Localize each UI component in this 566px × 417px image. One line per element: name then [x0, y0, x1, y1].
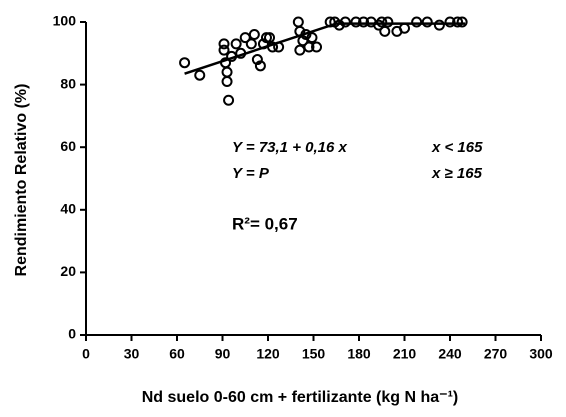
point — [433, 19, 445, 31]
point — [333, 19, 345, 31]
x-tick-label: 120 — [256, 346, 280, 362]
point — [221, 66, 233, 78]
point — [300, 29, 312, 41]
y-tick-label: 80 — [60, 75, 76, 91]
point — [373, 19, 385, 31]
x-tick-label: 60 — [169, 346, 185, 362]
point — [245, 38, 257, 50]
point — [248, 29, 260, 41]
point — [239, 32, 251, 44]
point — [411, 16, 423, 28]
point — [223, 94, 235, 106]
x-tick-label: 150 — [302, 346, 326, 362]
point — [264, 32, 276, 44]
point — [297, 35, 309, 47]
point — [379, 25, 391, 37]
point — [339, 16, 351, 28]
point — [444, 16, 456, 28]
point — [179, 57, 191, 69]
x-tick-label: 240 — [438, 346, 462, 362]
point — [303, 41, 315, 53]
point — [267, 41, 279, 53]
annotation: R²= 0,67 — [232, 214, 298, 233]
annotation: Y = 73,1 + 0,16 x — [232, 139, 347, 156]
point — [399, 22, 410, 34]
point — [376, 16, 388, 28]
annotation: x < 165 — [431, 139, 483, 156]
point — [294, 44, 306, 56]
x-axis-label: Nd suelo 0-60 cm + fertilizante (kg N ha… — [142, 389, 459, 406]
point — [311, 41, 323, 53]
point — [456, 16, 468, 28]
point — [350, 16, 362, 28]
x-tick-label: 300 — [529, 346, 553, 362]
point — [254, 60, 266, 72]
y-tick-label: 40 — [60, 201, 76, 217]
point — [218, 38, 230, 50]
x-tick-label: 0 — [82, 346, 90, 362]
annotation: Y = P — [232, 165, 270, 182]
point — [226, 50, 238, 62]
y-tick-label: 20 — [60, 263, 76, 279]
point — [292, 16, 304, 28]
x-tick-label: 180 — [347, 346, 371, 362]
point — [257, 38, 269, 50]
annotation: x ≥ 165 — [431, 165, 483, 182]
y-tick-label: 0 — [68, 326, 76, 342]
point — [273, 41, 285, 53]
point — [230, 38, 242, 50]
point — [306, 32, 318, 44]
point — [221, 75, 233, 87]
point — [382, 16, 394, 28]
point — [421, 16, 433, 28]
point — [358, 16, 370, 28]
x-tick-label: 30 — [124, 346, 140, 362]
point — [294, 25, 306, 37]
x-tick-label: 90 — [215, 346, 231, 362]
point — [452, 16, 464, 28]
point — [235, 47, 247, 59]
point — [324, 16, 336, 28]
y-tick-label: 100 — [53, 13, 77, 29]
x-tick-label: 210 — [393, 346, 417, 362]
y-tick-label: 60 — [60, 138, 76, 154]
y-axis-label: Rendimiento Relativo (%) — [13, 84, 30, 277]
point — [218, 44, 230, 56]
point — [194, 69, 206, 81]
x-tick-label: 270 — [484, 346, 508, 362]
point — [251, 54, 263, 66]
